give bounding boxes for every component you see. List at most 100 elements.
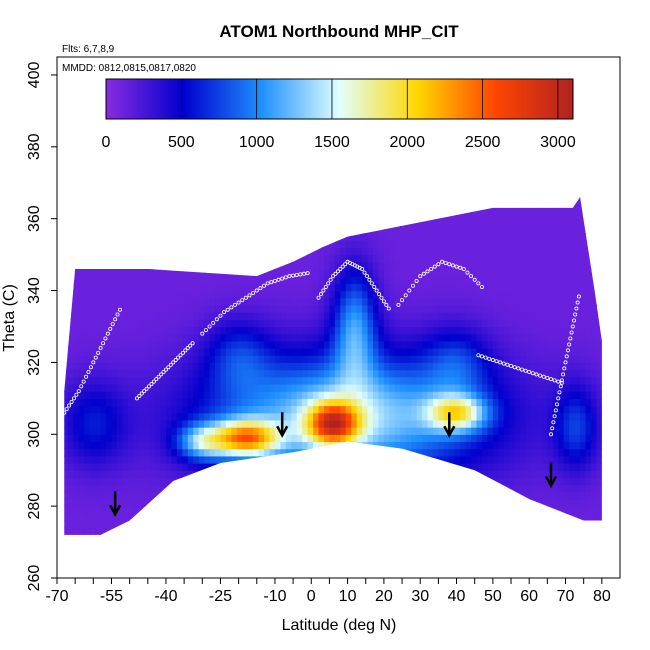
heatmap-cell — [514, 211, 521, 220]
heatmap-cell — [492, 419, 499, 428]
heatmap-cell — [242, 247, 249, 256]
heatmap-cell — [84, 240, 91, 249]
heatmap-cell — [247, 398, 254, 407]
heatmap-cell — [400, 542, 406, 550]
heatmap-cell — [171, 391, 178, 399]
heatmap-cell — [302, 477, 309, 486]
heatmap-cell — [193, 247, 200, 256]
heatmap-cell — [465, 233, 472, 241]
heatmap-cell — [432, 513, 439, 522]
heatmap-cell — [394, 434, 401, 443]
heatmap-cell — [438, 218, 445, 227]
heatmap-cell — [274, 491, 281, 500]
heatmap-cell — [520, 197, 527, 205]
heatmap-cell — [509, 542, 515, 550]
heatmap-cell — [373, 477, 380, 486]
heatmap-cell — [138, 204, 145, 213]
heatmap-cell — [525, 448, 532, 457]
heatmap-cell — [307, 506, 314, 514]
heatmap-cell — [509, 355, 516, 364]
heatmap-cell — [220, 369, 227, 378]
heatmap-cell — [378, 441, 385, 450]
heatmap-cell — [503, 369, 510, 378]
heatmap-cell — [313, 506, 320, 514]
heatmap-cell — [79, 535, 85, 543]
heatmap-cell — [160, 520, 167, 529]
heatmap-cell — [296, 498, 303, 507]
heatmap-cell — [275, 183, 281, 191]
heatmap-cell — [100, 348, 107, 356]
heatmap-cell — [225, 376, 232, 385]
heatmap-cell — [73, 326, 80, 335]
heatmap-cell — [78, 491, 85, 500]
heatmap-cell — [563, 211, 570, 220]
heatmap-cell — [487, 211, 494, 220]
heatmap-cell — [427, 340, 434, 349]
heatmap-cell — [138, 427, 145, 435]
heatmap-cell — [552, 391, 559, 399]
heatmap-cell — [193, 369, 200, 378]
heatmap-cell — [296, 348, 303, 356]
heatmap-cell — [394, 448, 401, 457]
heatmap-cell — [215, 484, 222, 493]
heatmap-cell — [362, 261, 369, 270]
heatmap-cell — [144, 441, 151, 450]
heatmap-cell — [574, 506, 581, 514]
heatmap-cell — [455, 535, 461, 543]
heatmap-cell — [231, 391, 238, 399]
heatmap-cell — [155, 197, 162, 198]
heatmap-cell — [269, 441, 276, 450]
heatmap-cell — [509, 312, 516, 320]
heatmap-cell — [155, 376, 162, 385]
heatmap-cell — [236, 283, 243, 292]
heatmap-cell — [274, 506, 281, 514]
heatmap-cell — [73, 383, 80, 392]
heatmap-cell — [307, 290, 314, 299]
heatmap-cell — [536, 506, 543, 514]
heatmap-cell — [258, 383, 265, 392]
heatmap-cell — [481, 283, 489, 292]
heatmap-cell — [411, 542, 417, 550]
heatmap-cell — [84, 290, 91, 299]
heatmap-cell — [367, 391, 374, 399]
heatmap-cell — [225, 225, 232, 234]
heatmap-cell — [324, 183, 330, 191]
heatmap-cell — [236, 376, 243, 385]
heatmap-cell — [432, 398, 439, 407]
heatmap-cell — [155, 448, 162, 457]
heatmap-cell — [242, 491, 249, 500]
heatmap-cell — [95, 276, 102, 284]
heatmap-cell — [307, 455, 314, 464]
heatmap-cell — [580, 441, 587, 450]
heatmap-cell — [144, 513, 151, 522]
heatmap-cell — [307, 398, 314, 407]
heatmap-cell — [274, 197, 281, 205]
heatmap-cell — [231, 268, 238, 277]
heatmap-cell — [373, 326, 380, 335]
heatmap-cell — [531, 197, 538, 198]
heatmap-cell — [563, 491, 570, 500]
heatmap-cell — [411, 197, 418, 198]
heatmap-cell — [106, 484, 113, 493]
heatmap-cell — [585, 405, 592, 414]
heatmap-cell — [487, 261, 494, 270]
heatmap-cell — [67, 254, 74, 263]
heatmap-cell — [155, 455, 162, 464]
heatmap-cell — [454, 506, 461, 514]
heatmap-cell — [340, 405, 347, 414]
heatmap-cell — [525, 412, 532, 421]
heatmap-cell — [487, 520, 494, 529]
heatmap-cell — [100, 376, 107, 385]
heatmap-cell — [89, 477, 96, 486]
heatmap-cell — [541, 419, 548, 428]
heatmap-cell — [187, 197, 194, 198]
heatmap-cell — [432, 383, 439, 392]
heatmap-cell — [127, 477, 134, 486]
heatmap-cell — [122, 535, 128, 543]
heatmap-cell — [443, 348, 450, 356]
heatmap-cell — [73, 240, 80, 249]
heatmap-cell — [498, 348, 505, 356]
heatmap-cell — [193, 340, 200, 349]
heatmap-cell — [313, 326, 320, 335]
heatmap-cell — [509, 535, 515, 543]
